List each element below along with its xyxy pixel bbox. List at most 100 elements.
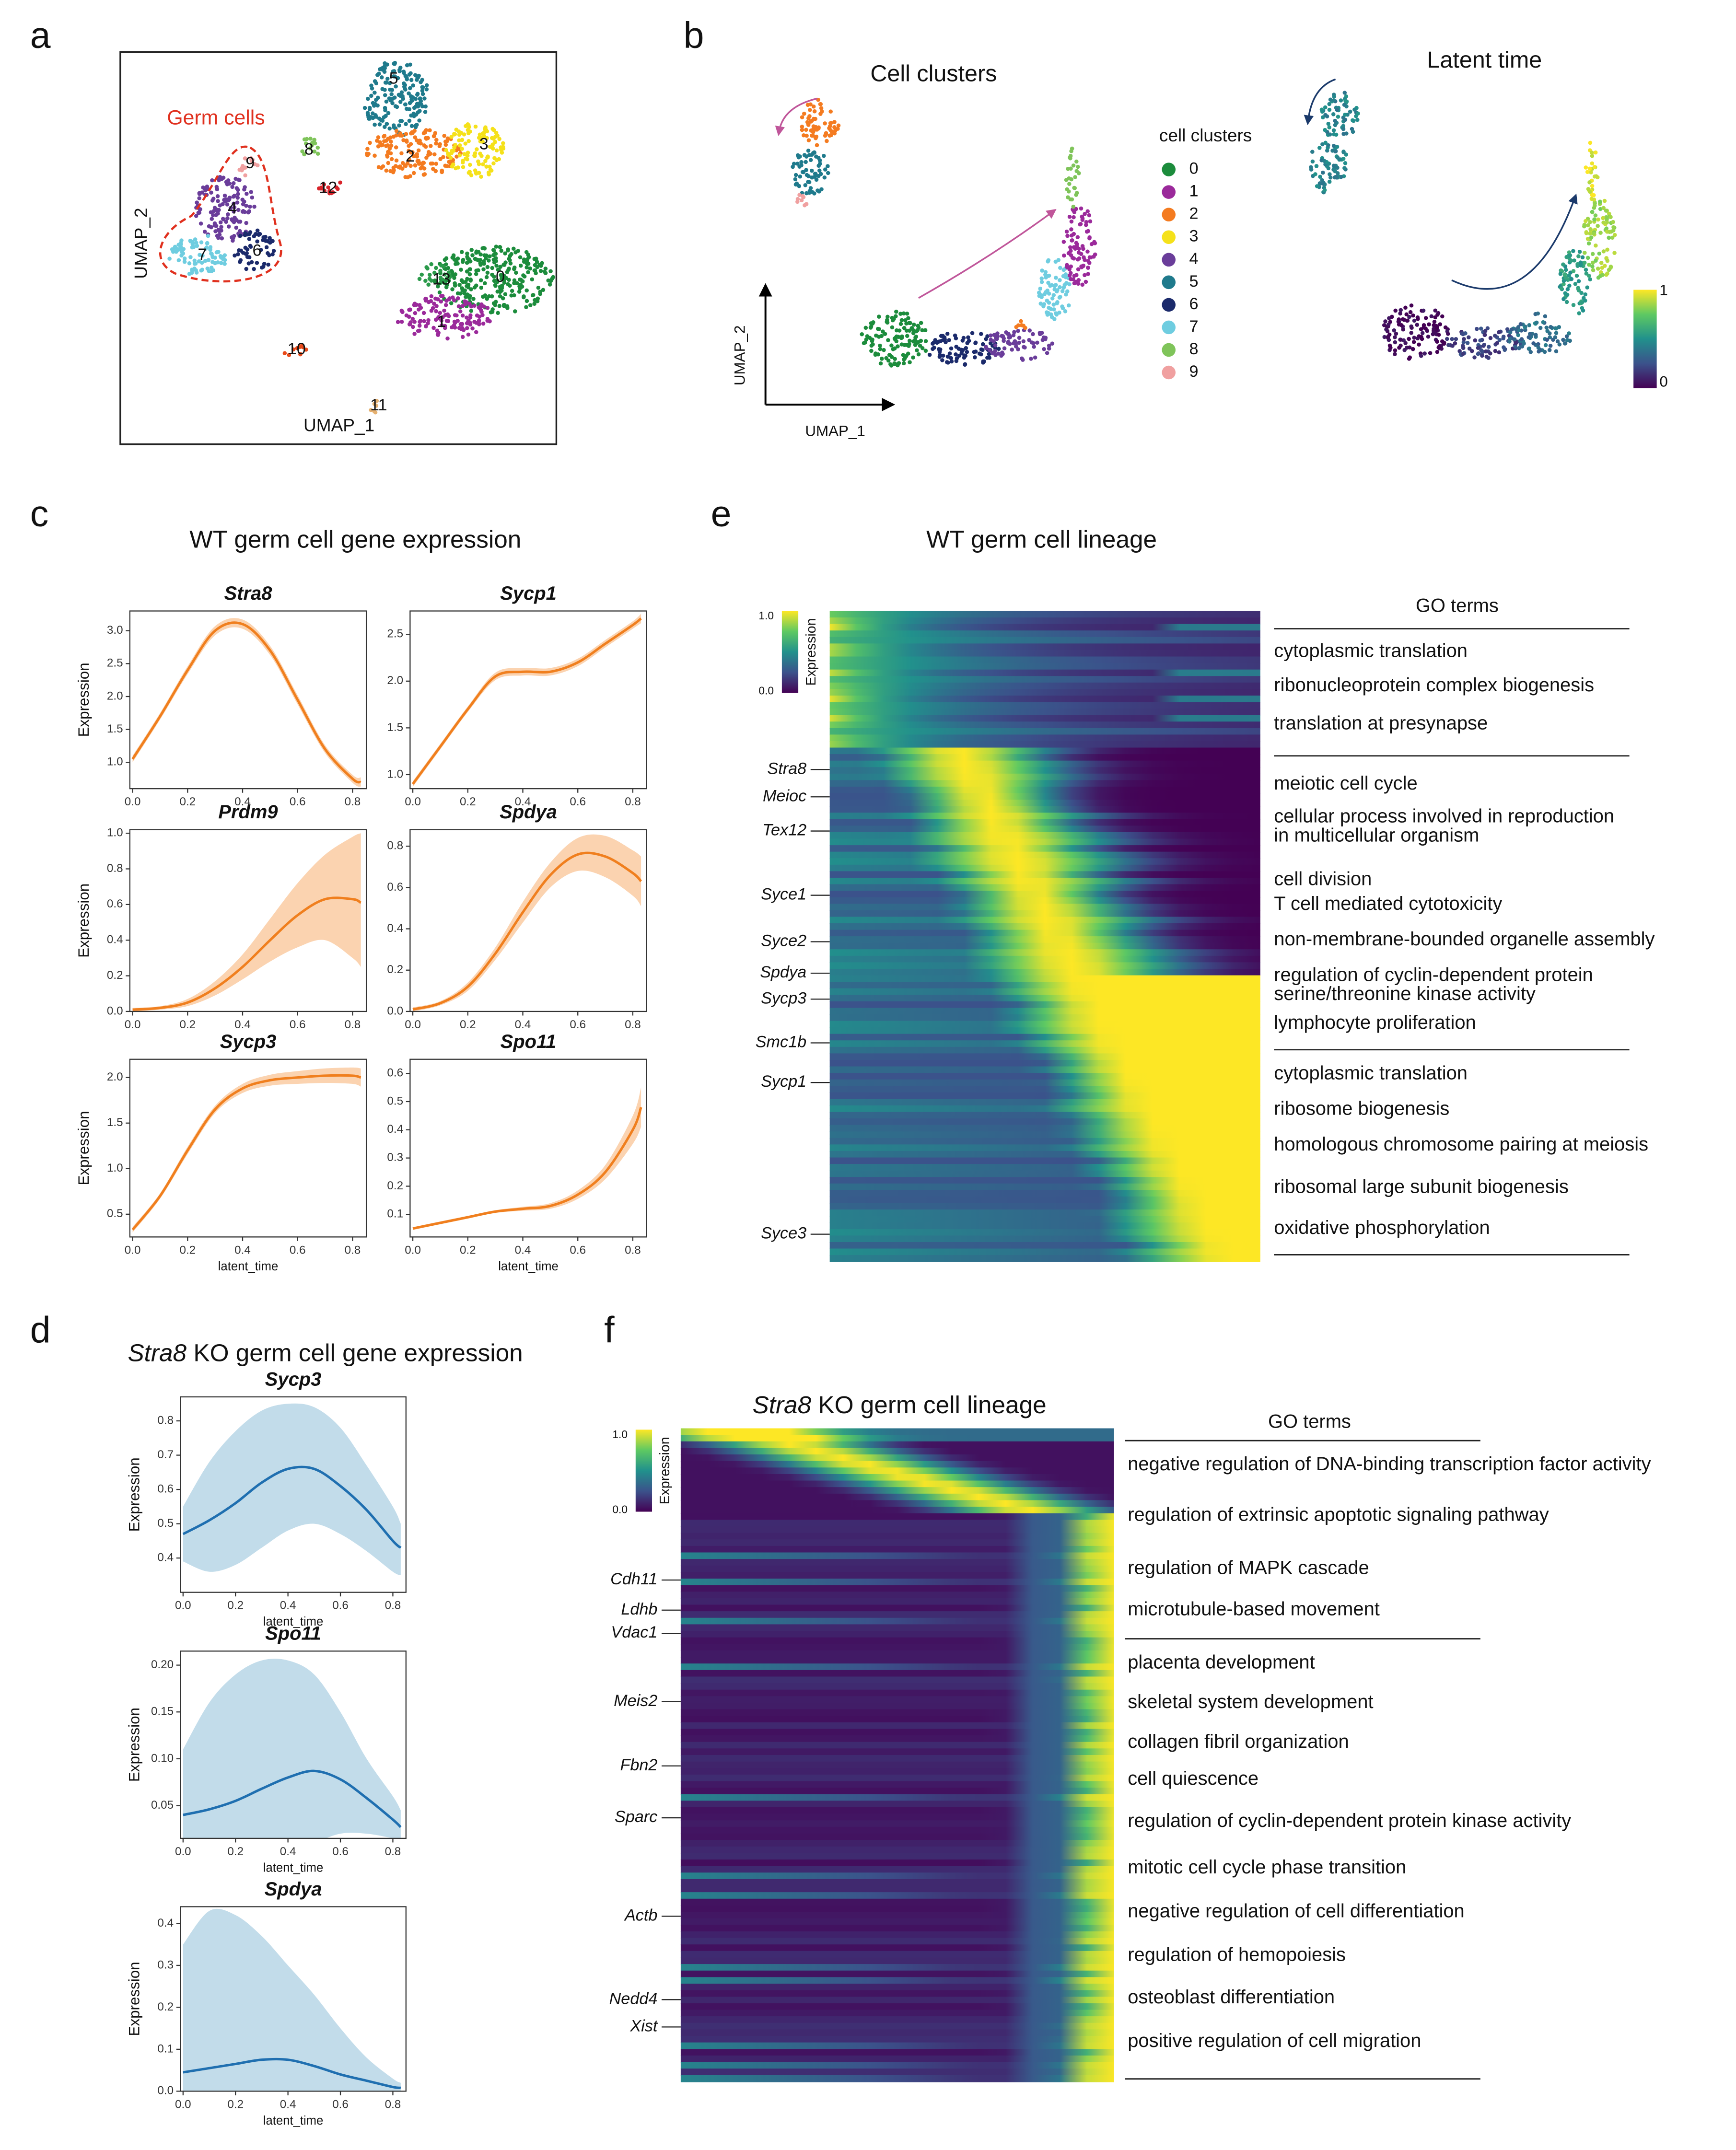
cell-point [485, 136, 489, 140]
cell-point [199, 240, 204, 244]
cell-point [526, 270, 530, 275]
cell-point [434, 138, 439, 142]
cell-point [452, 298, 456, 302]
cell-point [392, 69, 396, 73]
cell-point [441, 155, 445, 159]
cell-point [460, 259, 465, 264]
cell-point [498, 294, 502, 299]
cell-point [399, 319, 404, 324]
cell-point [804, 128, 808, 132]
cell-point [488, 164, 492, 169]
cell-point [404, 313, 409, 318]
cell-point [244, 221, 248, 225]
cell-point [474, 249, 479, 254]
cluster-label: 12 [319, 179, 337, 197]
cell-point [390, 88, 395, 92]
cell-point [244, 252, 248, 256]
cell-point [518, 286, 522, 291]
cell-point [232, 201, 236, 206]
cell-point [419, 166, 423, 171]
cell-point [424, 265, 429, 269]
cell-point [432, 134, 437, 138]
cell-point [210, 255, 215, 259]
cell-point [512, 293, 516, 298]
cluster-label: 5 [389, 69, 398, 87]
cell-point [452, 257, 457, 262]
cluster-label: 9 [245, 154, 255, 172]
cell-point [408, 163, 413, 168]
cell-point [506, 282, 510, 286]
cell-point [375, 95, 380, 100]
cell-point [809, 128, 814, 133]
cell-point [444, 148, 448, 152]
cell-point [432, 270, 437, 275]
cell-point [199, 260, 204, 265]
cell-point [255, 239, 259, 244]
cell-point [472, 285, 477, 290]
cell-point [282, 351, 287, 355]
cell-point [417, 162, 421, 166]
cell-point [382, 115, 386, 119]
cell-point [443, 272, 447, 277]
cell-point [832, 120, 837, 124]
cell-point [386, 137, 390, 141]
cell-point [224, 220, 228, 224]
cell-point [369, 83, 373, 88]
cell-point [478, 132, 482, 137]
cell-point [207, 224, 211, 229]
cell-point [518, 277, 522, 282]
cell-point [399, 151, 404, 155]
cell-point [383, 108, 387, 113]
cell-point [497, 303, 502, 308]
cell-point [400, 94, 405, 98]
cell-point [825, 139, 829, 143]
cell-point [490, 266, 495, 270]
cell-point [315, 151, 320, 156]
cell-point [480, 139, 485, 144]
cell-point [438, 281, 443, 285]
cell-point [460, 147, 464, 151]
cell-point [474, 272, 478, 276]
cell-point [418, 141, 423, 146]
cell-point [493, 139, 498, 144]
cell-point [194, 241, 198, 245]
cell-point [431, 325, 436, 330]
cell-point [819, 106, 824, 110]
cell-point [495, 289, 500, 294]
cell-point [243, 231, 247, 235]
cell-point [423, 279, 428, 283]
cell-point [249, 260, 254, 265]
cell-point [236, 177, 241, 182]
cell-point [404, 122, 408, 126]
cell-point [468, 267, 472, 271]
cell-point [268, 236, 272, 240]
cell-point [468, 315, 473, 320]
cell-point [382, 134, 386, 139]
cell-point [462, 291, 466, 295]
cell-point [484, 275, 489, 279]
cell-point [466, 151, 470, 155]
cell-point [407, 107, 412, 112]
cell-point [488, 319, 492, 324]
cell-point [491, 248, 496, 252]
cell-point [319, 186, 323, 191]
cell-point [264, 239, 268, 243]
cell-point [399, 90, 404, 94]
cell-point [389, 157, 394, 162]
cell-point [269, 239, 274, 243]
cell-point [396, 76, 400, 81]
cell-point [447, 296, 452, 301]
cell-point [226, 224, 231, 229]
panel-title: Latent time [1427, 47, 1542, 73]
cell-point [492, 274, 496, 279]
cell-point [212, 221, 217, 226]
cell-point [436, 284, 440, 289]
cell-point [300, 343, 304, 348]
cell-point [551, 275, 556, 279]
panel-label: a [30, 15, 51, 56]
cell-point [1335, 107, 1340, 112]
cell-point [482, 130, 487, 135]
cell-point [423, 104, 428, 109]
cell-point [485, 270, 490, 275]
cell-point [391, 165, 396, 170]
